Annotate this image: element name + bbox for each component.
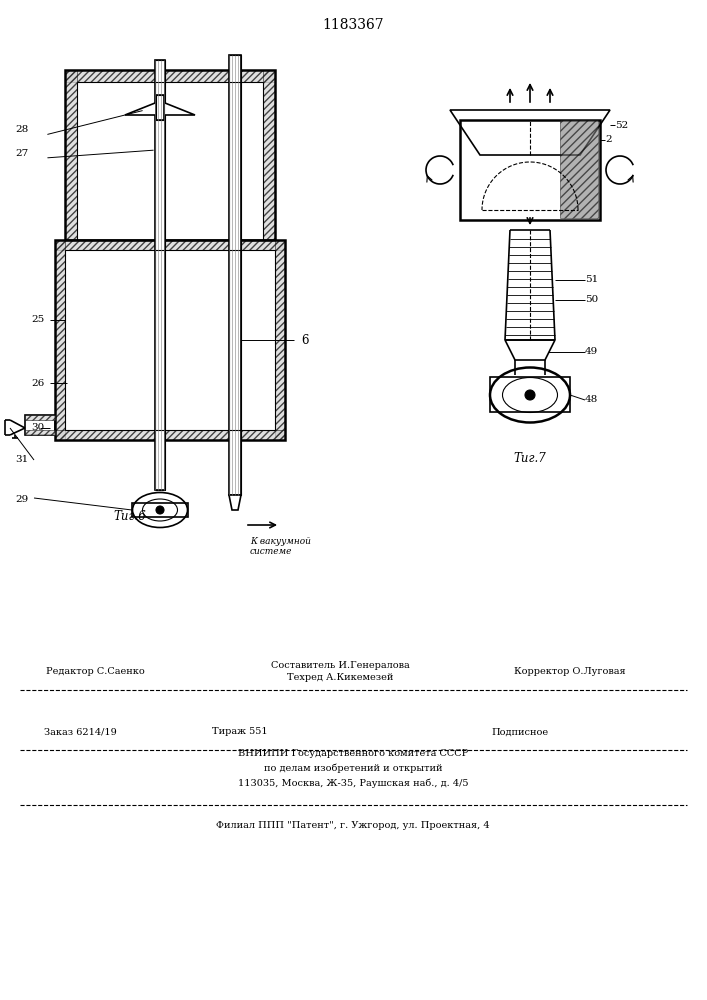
Text: Корректор О.Луговая: Корректор О.Луговая — [514, 668, 626, 676]
Text: 1183367: 1183367 — [322, 18, 384, 32]
Text: 52: 52 — [615, 120, 629, 129]
Polygon shape — [125, 103, 195, 115]
Bar — [55, 430, 285, 440]
Bar — [25, 430, 55, 435]
Text: 2: 2 — [605, 135, 612, 144]
Text: Заказ 6214/19: Заказ 6214/19 — [44, 728, 117, 736]
Bar — [156, 95, 164, 120]
Text: Составитель И.Генералова: Составитель И.Генералова — [271, 660, 409, 670]
Text: 30: 30 — [31, 424, 45, 432]
Text: Филиал ППП "Патент", г. Ужгород, ул. Проектная, 4: Филиал ППП "Патент", г. Ужгород, ул. Про… — [216, 820, 490, 830]
Text: Редактор С.Саенко: Редактор С.Саенко — [46, 668, 144, 676]
Text: по делам изобретений и открытий: по делам изобретений и открытий — [264, 763, 443, 773]
Bar — [275, 240, 285, 440]
Text: ВНИИПИ Государственного комитета СССР: ВНИИПИ Государственного комитета СССР — [238, 748, 468, 758]
Text: 48: 48 — [585, 395, 598, 404]
Text: Техред А.Кикемезей: Техред А.Кикемезей — [287, 674, 393, 682]
Bar — [55, 240, 285, 440]
Text: 31: 31 — [16, 456, 28, 464]
Bar — [155, 60, 165, 490]
Bar — [65, 70, 275, 240]
Bar — [55, 240, 285, 250]
Bar — [55, 240, 65, 440]
Text: 25: 25 — [31, 316, 45, 324]
Bar — [155, 60, 165, 490]
Bar — [263, 70, 275, 240]
Polygon shape — [560, 120, 598, 218]
Ellipse shape — [156, 506, 164, 514]
Ellipse shape — [525, 390, 535, 400]
Text: 28: 28 — [16, 125, 28, 134]
Polygon shape — [229, 495, 241, 510]
Text: 6: 6 — [301, 334, 309, 347]
Text: 51: 51 — [585, 275, 598, 284]
Ellipse shape — [132, 492, 187, 528]
Bar — [229, 55, 241, 495]
Bar — [65, 70, 275, 82]
Text: 49: 49 — [585, 348, 598, 357]
Bar — [490, 377, 570, 412]
Ellipse shape — [503, 377, 558, 412]
Text: Τиг.7: Τиг.7 — [513, 452, 547, 465]
Bar — [65, 70, 77, 240]
Text: 50: 50 — [585, 296, 598, 304]
Bar — [132, 503, 188, 517]
Polygon shape — [450, 110, 610, 155]
Ellipse shape — [490, 367, 570, 422]
Text: Τиг.6: Τиг.6 — [114, 510, 146, 523]
Text: 26: 26 — [31, 378, 45, 387]
Text: 27: 27 — [16, 148, 28, 157]
Text: Подписное: Подписное — [491, 728, 549, 736]
Ellipse shape — [143, 499, 177, 521]
Bar — [156, 95, 164, 120]
Text: 113035, Москва, Ж-35, Раушская наб., д. 4/5: 113035, Москва, Ж-35, Раушская наб., д. … — [238, 778, 468, 788]
Bar — [229, 55, 241, 495]
Bar — [460, 120, 600, 220]
Text: Тираж 551: Тираж 551 — [212, 728, 268, 736]
Bar — [25, 415, 55, 435]
Polygon shape — [505, 340, 555, 360]
Text: 29: 29 — [16, 495, 28, 504]
Bar — [25, 415, 55, 420]
Text: К вакуумной
системе: К вакуумной системе — [250, 537, 311, 556]
